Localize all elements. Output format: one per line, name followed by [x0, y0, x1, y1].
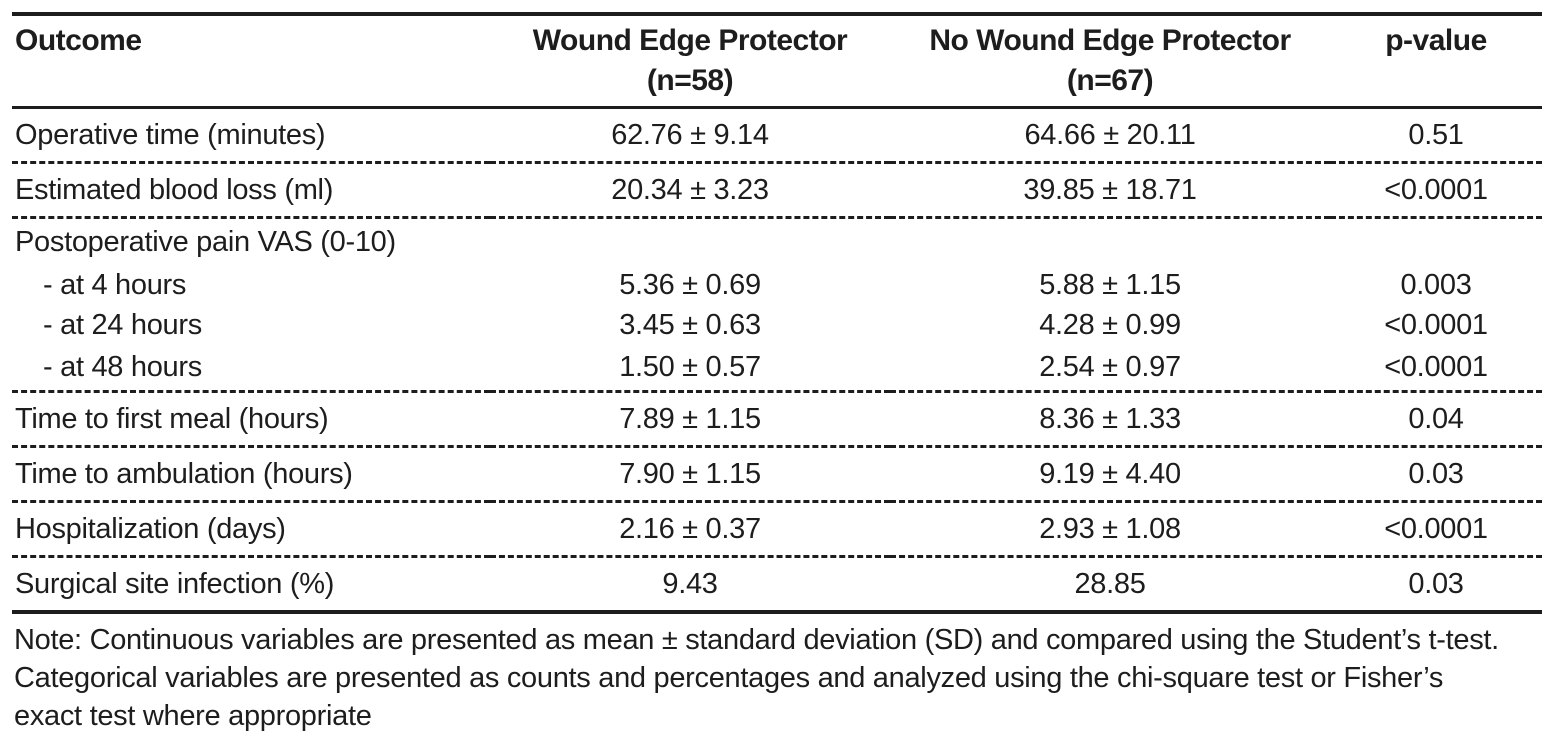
column-header-sublabel: (n=58) [646, 64, 734, 97]
p-value [1330, 216, 1542, 265]
wep-value [490, 216, 890, 265]
table-row-hospitalization: Hospitalization (days) 2.16 ± 0.37 2.93 … [12, 500, 1542, 557]
no-wep-value [890, 216, 1330, 265]
column-header-label: No Wound Edge Protector [929, 24, 1291, 57]
table-footnote: Note: Continuous variables are presented… [14, 624, 1499, 732]
row-label: - at 4 hours [43, 268, 187, 301]
no-wep-value: 4.28 ± 0.99 [1039, 308, 1181, 341]
outcomes-table: Outcome Wound Edge Protector (n=58) No W… [12, 12, 1542, 614]
wep-value: 3.45 ± 0.63 [619, 308, 761, 341]
column-header-wep: Wound Edge Protector (n=58) [490, 14, 890, 109]
table-row-first-meal: Time to first meal (hours) 7.89 ± 1.15 8… [12, 390, 1542, 447]
column-header-label: Outcome [15, 24, 142, 57]
row-label: - at 48 hours [43, 351, 202, 383]
p-value: <0.0001 [1330, 161, 1542, 218]
column-header-pvalue: p-value [1330, 14, 1542, 109]
no-wep-value: 2.54 ± 0.97 [1039, 351, 1181, 383]
table-row-vas-48h: - at 48 hours 1.50 ± 0.57 2.54 ± 0.97 <0… [12, 345, 1542, 392]
table-row-ssi: Surgical site infection (%) 9.43 28.85 0… [12, 555, 1542, 612]
column-header-label: p-value [1385, 24, 1487, 57]
wep-value: 7.90 ± 1.15 [490, 445, 890, 502]
p-value: <0.0001 [1384, 308, 1488, 341]
p-value: 0.04 [1330, 390, 1542, 447]
no-wep-value: 64.66 ± 20.11 [1024, 118, 1196, 151]
table-row-ambulation: Time to ambulation (hours) 7.90 ± 1.15 9… [12, 445, 1542, 502]
outcomes-table-page: Outcome Wound Edge Protector (n=58) No W… [12, 12, 1542, 735]
wep-value: 20.34 ± 3.23 [490, 161, 890, 218]
column-header-label: Wound Edge Protector [532, 24, 848, 57]
p-value: 0.003 [1400, 268, 1472, 301]
wep-value: 9.43 [490, 555, 890, 612]
no-wep-value: 28.85 [890, 555, 1330, 612]
table-header: Outcome Wound Edge Protector (n=58) No W… [12, 14, 1542, 109]
row-label: Hospitalization (days) [12, 500, 490, 557]
p-value: 0.03 [1330, 445, 1542, 502]
p-value: 0.51 [1408, 118, 1464, 151]
table-row-vas-4h: - at 4 hours 5.36 ± 0.69 5.88 ± 1.15 0.0… [12, 265, 1542, 305]
row-label: Operative time (minutes) [15, 118, 326, 151]
table-row-vas-24h: - at 24 hours 3.45 ± 0.63 4.28 ± 0.99 <0… [12, 305, 1542, 345]
wep-value: 2.16 ± 0.37 [490, 500, 890, 557]
table-row-blood-loss: Estimated blood loss (ml) 20.34 ± 3.23 3… [12, 161, 1542, 218]
p-value: <0.0001 [1384, 351, 1488, 383]
no-wep-value: 9.19 ± 4.40 [890, 445, 1330, 502]
row-label: Postoperative pain VAS (0-10) [12, 216, 490, 265]
wep-value: 7.89 ± 1.15 [490, 390, 890, 447]
p-value: <0.0001 [1330, 500, 1542, 557]
no-wep-value: 5.88 ± 1.15 [1039, 268, 1181, 301]
table-row-vas-group: Postoperative pain VAS (0-10) [12, 216, 1542, 265]
p-value: 0.03 [1330, 555, 1542, 612]
wep-value: 5.36 ± 0.69 [619, 268, 761, 301]
row-label: Estimated blood loss (ml) [12, 161, 490, 218]
no-wep-value: 8.36 ± 1.33 [890, 390, 1330, 447]
table-body: Operative time (minutes) 62.76 ± 9.14 64… [12, 108, 1542, 612]
wep-value: 1.50 ± 0.57 [619, 351, 761, 383]
column-header-outcome: Outcome [12, 14, 490, 109]
row-label: Time to first meal (hours) [12, 390, 490, 447]
row-label: Surgical site infection (%) [12, 555, 490, 612]
row-label: Time to ambulation (hours) [12, 445, 490, 502]
header-row: Outcome Wound Edge Protector (n=58) No W… [12, 14, 1542, 109]
column-header-no-wep: No Wound Edge Protector (n=67) [890, 14, 1330, 109]
row-label: - at 24 hours [43, 308, 202, 341]
no-wep-value: 2.93 ± 1.08 [890, 500, 1330, 557]
wep-value: 62.76 ± 9.14 [611, 118, 769, 151]
table-row-operative-time: Operative time (minutes) 62.76 ± 9.14 64… [12, 108, 1542, 163]
no-wep-value: 39.85 ± 18.71 [890, 161, 1330, 218]
column-header-sublabel: (n=67) [1066, 64, 1154, 97]
